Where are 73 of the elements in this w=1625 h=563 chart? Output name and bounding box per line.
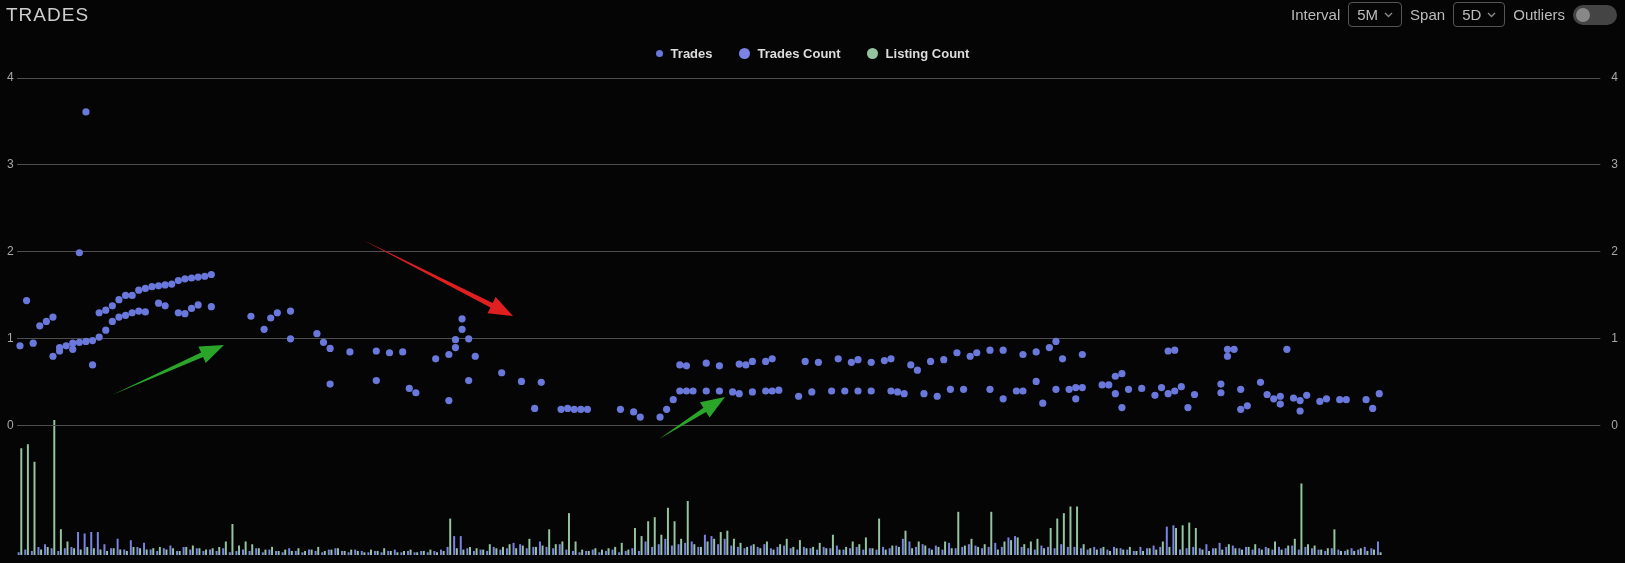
point [1164,390,1172,398]
point [999,395,1007,403]
text: Outliers [1513,6,1565,23]
point [762,387,770,395]
point [88,336,97,345]
y2-tick-label: 2 [1611,244,1619,259]
point [1072,395,1080,403]
point [108,317,116,326]
point [1171,387,1179,395]
point [1296,396,1304,405]
point [121,311,130,319]
point [682,362,691,370]
point [135,307,143,315]
y2-tick-label: 4 [1611,70,1619,85]
text: Span [1410,6,1446,23]
point [174,309,182,317]
point [1078,383,1086,392]
point [887,355,895,363]
point [75,249,83,257]
y-tick-label: 1 [6,331,14,346]
point [82,337,90,346]
point [161,302,169,310]
point [128,309,136,317]
y2-tick-label: 1 [1611,331,1619,346]
y-tick-label: 0 [6,418,14,433]
y-tick-label: 3 [6,157,14,172]
point [154,299,163,307]
legend-label: Listing Count [885,46,970,61]
point [1276,400,1284,408]
point [95,333,103,341]
point [867,358,875,366]
point [702,387,710,395]
y-tick-label: 4 [6,70,14,85]
point [465,376,473,385]
legend-label: Trades [670,46,713,61]
y2-tick-label: 0 [1611,418,1619,433]
point [187,304,196,313]
point [115,313,123,321]
point [715,387,724,395]
chart-title: TRADES [6,4,90,26]
point [735,390,743,398]
point [326,380,334,388]
point [1118,403,1126,412]
point [1237,385,1245,393]
point [676,361,684,369]
y-tick-label: 2 [6,244,14,259]
text: Interval [1291,6,1341,23]
point [458,325,466,333]
point [1052,385,1060,393]
dropdown: 5D [1453,2,1506,27]
point [194,301,202,309]
point [451,336,460,344]
y2-tick-label: 3 [1611,157,1619,172]
legend-label: Trades Count [757,46,841,61]
point [69,345,77,353]
point [1032,348,1040,356]
point [102,326,110,334]
point [49,313,57,321]
point [207,303,215,311]
point [445,350,453,359]
point [181,310,189,318]
point [748,357,757,366]
point [1223,345,1232,353]
point [286,307,295,315]
point [372,376,380,385]
point [1217,380,1225,388]
point [1019,387,1027,395]
dropdown: 5M [1348,2,1403,27]
point [141,308,149,316]
point [986,346,994,354]
point [854,356,862,364]
point [768,355,776,363]
point [1111,372,1119,380]
